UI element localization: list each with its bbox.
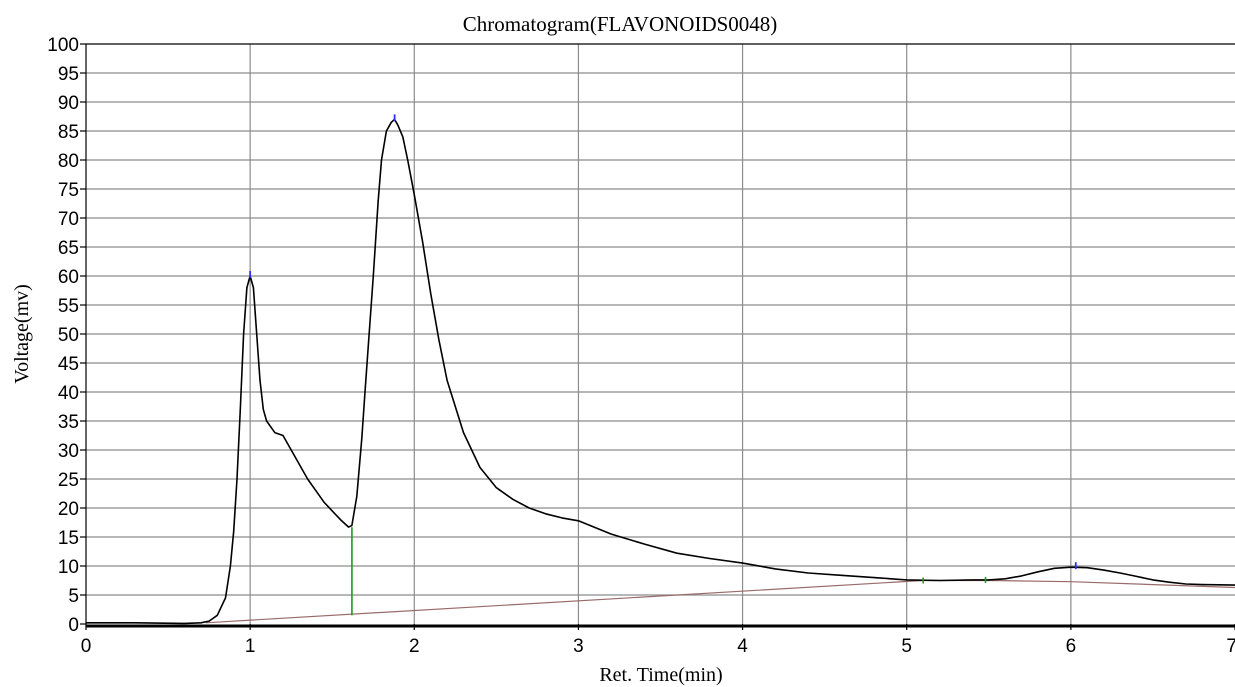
y-tick-label: 60 — [58, 267, 79, 288]
y-tick-label: 85 — [58, 122, 79, 143]
y-tick-label: 100 — [47, 35, 79, 56]
x-tick-label: 2 — [409, 636, 420, 657]
y-tick-label: 65 — [58, 238, 79, 259]
y-tick-label: 25 — [58, 470, 79, 491]
y-tick-label: 40 — [58, 383, 79, 404]
signal-trace-line — [86, 118, 1235, 625]
signal-traces — [86, 118, 1235, 625]
x-tick-label: 0 — [81, 636, 92, 657]
y-axis-label: Voltage(mv) — [11, 284, 33, 384]
y-tick-label: 80 — [58, 151, 79, 172]
y-tick-label: 5 — [68, 586, 79, 607]
baseline-segment — [205, 579, 924, 624]
x-tick-label: 4 — [737, 636, 748, 657]
y-tick-label: 35 — [58, 412, 79, 433]
y-tick-label: 75 — [58, 180, 79, 201]
x-axis-label: Ret. Time(min) — [599, 664, 722, 686]
y-tick-label: 70 — [58, 209, 79, 230]
y-tick-label: 55 — [58, 296, 79, 317]
x-tick-label: 5 — [901, 636, 912, 657]
baselines — [205, 527, 1235, 624]
grid-lines — [80, 43, 1235, 630]
y-tick-label: 45 — [58, 354, 79, 375]
x-tick-label: 6 — [1066, 636, 1077, 657]
x-tick-label: 7 — [1226, 636, 1235, 657]
y-tick-label: 50 — [58, 325, 79, 346]
y-tick-label: 30 — [58, 441, 79, 462]
x-tick-label: 3 — [573, 636, 584, 657]
x-tick-label: 1 — [245, 636, 256, 657]
y-tick-label: 15 — [58, 528, 79, 549]
y-tick-label: 10 — [58, 557, 79, 578]
tick-labels: 0510152025303540455055606570758085909510… — [47, 35, 1235, 657]
chart-title: Chromatogram(FLAVONOIDS0048) — [463, 12, 778, 36]
y-tick-label: 20 — [58, 499, 79, 520]
peak-markers — [249, 114, 1077, 584]
y-tick-label: 0 — [68, 615, 79, 636]
y-tick-label: 90 — [58, 93, 79, 114]
y-tick-label: 95 — [58, 64, 79, 85]
